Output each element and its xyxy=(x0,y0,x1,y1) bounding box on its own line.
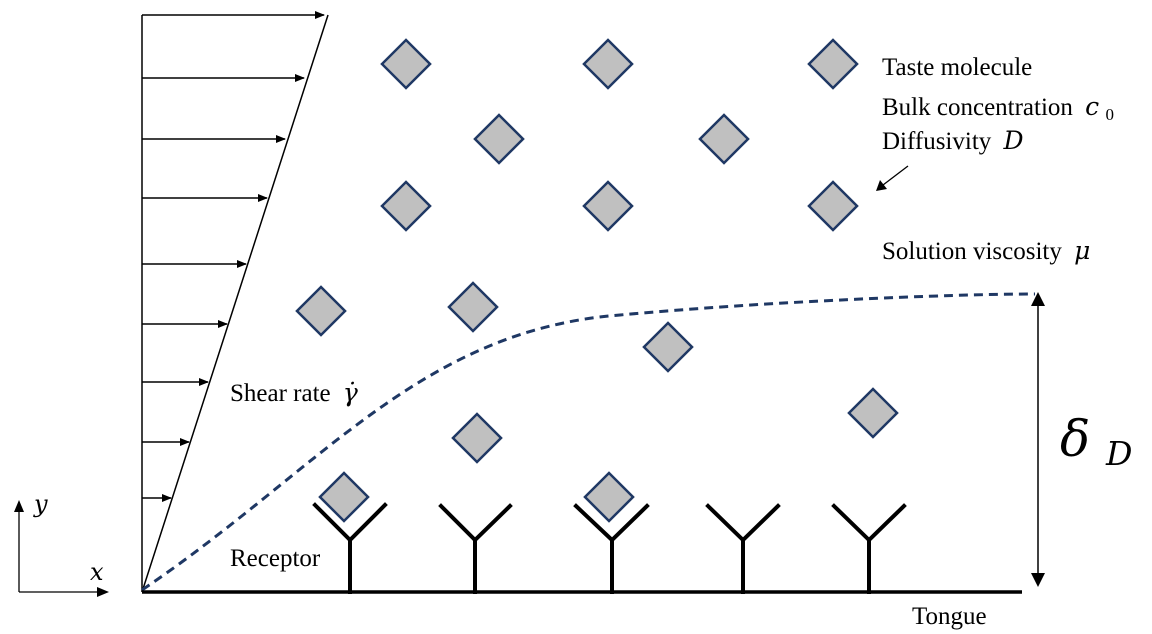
taste-molecule xyxy=(447,281,499,333)
diffusivity-text: Diffusivity xyxy=(882,128,992,155)
bulk-concentration-text: Bulk concentration xyxy=(882,94,1073,121)
velocity-profile xyxy=(141,11,329,593)
taste-molecule xyxy=(318,471,370,523)
receptor xyxy=(573,503,650,594)
boundary-layer-subscript: D xyxy=(1105,434,1132,473)
arrowhead-up xyxy=(1031,292,1045,306)
receptor xyxy=(312,502,388,594)
taste-molecule-label: Taste molecule xyxy=(882,54,1032,81)
boundary-layer-thickness-label: δ D xyxy=(1060,410,1132,473)
diffusivity-symbol: D xyxy=(1003,126,1024,155)
taste-molecule xyxy=(642,321,694,373)
boundary-layer-symbol: δ xyxy=(1060,410,1090,468)
tongue-label: Tongue xyxy=(912,603,987,630)
taste-molecule xyxy=(451,412,503,464)
taste-molecule xyxy=(698,113,750,165)
shear-rate-text: Shear rate xyxy=(230,380,331,407)
receptor xyxy=(831,503,907,594)
receptor xyxy=(438,503,513,594)
bulk-concentration-label: Bulk concentration c 0 xyxy=(882,92,1114,124)
taste-molecule xyxy=(807,180,859,232)
solution-viscosity-label: Solution viscosity μ xyxy=(882,236,1090,265)
bulk-concentration-subscript: 0 xyxy=(1105,105,1114,124)
coordinate-axes: y x xyxy=(14,490,109,597)
receptors xyxy=(312,502,907,594)
taste-molecule xyxy=(295,285,347,337)
diffusivity-label: Diffusivity D xyxy=(882,126,1024,155)
taste-molecule xyxy=(847,387,899,439)
x-axis-arrowhead xyxy=(97,587,109,597)
velocity-profile-envelope xyxy=(141,14,329,593)
solution-viscosity-text: Solution viscosity xyxy=(882,238,1062,265)
receptor-label: Receptor xyxy=(230,545,321,572)
molecule-pointer-arrow xyxy=(876,165,909,191)
taste-molecule xyxy=(582,180,634,232)
taste-molecule xyxy=(473,113,525,165)
bulk-concentration-symbol: c xyxy=(1085,92,1099,121)
shear-rate-label: Shear rate γ̇ xyxy=(230,378,358,407)
arrowhead-down xyxy=(1031,573,1045,587)
taste-molecule xyxy=(807,38,859,90)
x-axis-label: x xyxy=(90,558,104,586)
receptor xyxy=(705,503,781,594)
y-axis-label: y xyxy=(33,490,48,518)
taste-molecule xyxy=(380,180,432,232)
taste-molecule xyxy=(582,38,634,90)
taste-molecule xyxy=(380,38,432,90)
solution-viscosity-symbol: μ xyxy=(1074,236,1090,265)
taste-molecule xyxy=(583,471,635,523)
y-axis-arrowhead xyxy=(14,500,24,512)
boundary-layer-thickness-arrow xyxy=(1031,292,1045,587)
shear-rate-symbol: γ̇ xyxy=(343,378,358,407)
taste-molecules xyxy=(295,38,899,523)
